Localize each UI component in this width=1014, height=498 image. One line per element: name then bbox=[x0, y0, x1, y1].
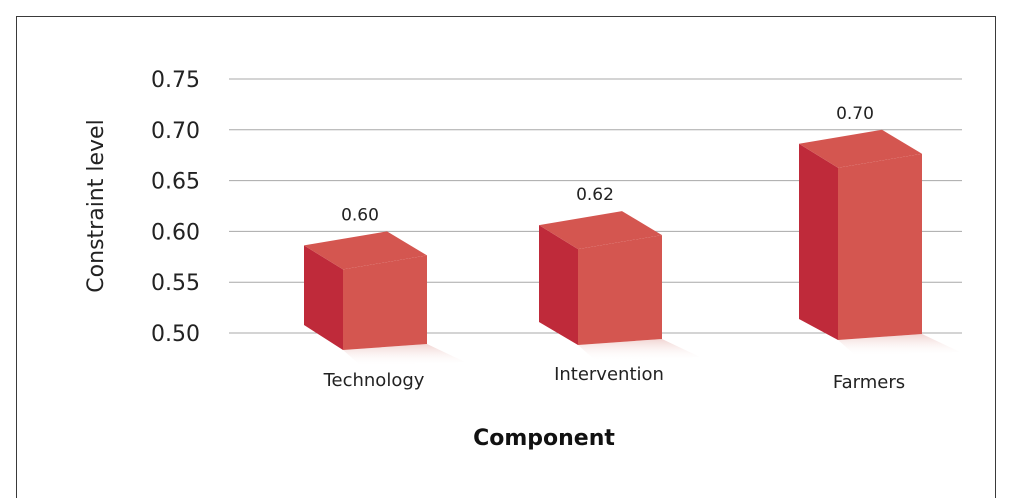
bar-side bbox=[304, 245, 343, 350]
x-axis-labels: Technology Intervention Farmers bbox=[323, 364, 906, 393]
bar-shadow bbox=[578, 339, 700, 361]
bar: 0.60 bbox=[304, 205, 465, 366]
bar-front bbox=[578, 235, 662, 345]
bar-top bbox=[799, 129, 922, 168]
x-category-label: Farmers bbox=[833, 372, 905, 393]
bar-top bbox=[539, 211, 662, 250]
bar: 0.62 bbox=[539, 185, 700, 361]
bar-shadow bbox=[343, 344, 465, 366]
y-axis-ticks: 0.50 0.55 0.60 0.65 0.70 0.75 bbox=[151, 68, 200, 347]
x-category-label: Technology bbox=[323, 370, 425, 391]
y-tick-label: 0.55 bbox=[151, 271, 200, 296]
bar-front bbox=[343, 255, 427, 350]
y-axis-title: Constraint level bbox=[84, 119, 109, 292]
y-tick-label: 0.70 bbox=[151, 119, 200, 144]
y-tick-label: 0.65 bbox=[151, 170, 200, 195]
x-category-label: Intervention bbox=[554, 364, 664, 385]
bars: 0.60 0.62 0.70 bbox=[304, 104, 960, 366]
bar-value-label: 0.60 bbox=[341, 205, 379, 225]
bar-side bbox=[539, 225, 578, 345]
bar-side bbox=[799, 143, 838, 340]
bar: 0.70 bbox=[799, 104, 960, 356]
bar-front bbox=[838, 153, 922, 340]
bar-top bbox=[304, 231, 427, 270]
y-tick-label: 0.75 bbox=[151, 68, 200, 93]
y-tick-label: 0.60 bbox=[151, 220, 200, 245]
y-tick-label: 0.50 bbox=[151, 322, 200, 347]
x-axis-title: Component bbox=[473, 426, 615, 451]
bar-value-label: 0.62 bbox=[576, 185, 614, 205]
bar-shadow bbox=[838, 334, 960, 356]
bar-value-label: 0.70 bbox=[836, 104, 874, 124]
